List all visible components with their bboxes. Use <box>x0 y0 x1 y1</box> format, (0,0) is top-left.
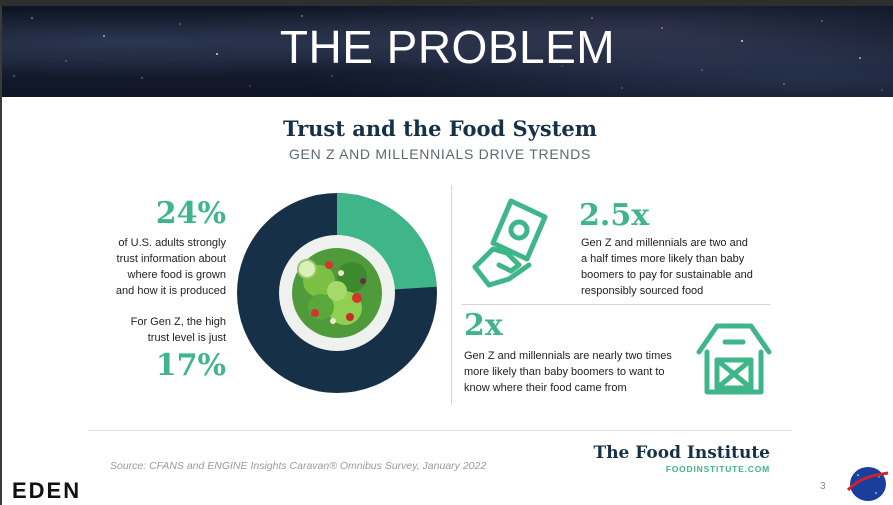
donut-highlight-segment <box>336 193 437 291</box>
salad-bowl-image <box>292 248 382 338</box>
window-left-edge <box>0 6 2 505</box>
stat-17-percent: 17% <box>155 348 226 383</box>
infographic-footer-rule <box>88 430 792 431</box>
stat-2-5x-description: Gen Z and millennials are two and a half… <box>581 235 781 299</box>
slide-title: THE PROBLEM <box>279 21 616 73</box>
stat-24-percent: 24% <box>155 196 226 231</box>
description-line: a half times more likely than baby <box>581 253 745 265</box>
trust-donut-chart <box>237 193 437 393</box>
description-line: trust information about <box>116 253 226 265</box>
source-citation: Source: CFANS and ENGINE Insights Carava… <box>110 460 487 472</box>
horizontal-divider <box>462 304 770 305</box>
eden-logo: EDEN <box>12 478 82 503</box>
food-institute-logo: The Food Institute <box>593 443 770 463</box>
vertical-divider <box>451 185 452 405</box>
title-banner: THE PROBLEM <box>2 6 893 97</box>
window-top-edge <box>0 0 893 6</box>
stat-2x-description: Gen Z and millennials are nearly two tim… <box>464 348 684 396</box>
description-line: responsibly sourced food <box>581 285 704 297</box>
nasa-logo-icon <box>846 467 889 501</box>
description-line: boomers to pay for sustainable and <box>581 269 753 281</box>
description-line: Gen Z and millennials are nearly two tim… <box>464 350 672 362</box>
description-line: where food is grown <box>127 269 226 281</box>
hand-money-icon <box>472 198 548 288</box>
stat-2x: 2x <box>464 308 503 343</box>
description-line: of U.S. adults strongly <box>118 237 226 249</box>
description-line: and how it is produced <box>115 285 226 297</box>
description-line: more likely than baby boomers to want to <box>464 366 665 378</box>
description-line: For Gen Z, the high <box>130 316 226 328</box>
infographic: Trust and the Food System GEN Z AND MILL… <box>88 100 792 485</box>
description-line: know where their food came from <box>464 382 627 394</box>
description-line: Gen Z and millennials are two and <box>581 237 748 249</box>
food-institute-url: FOODINSTITUTE.COM <box>665 464 770 474</box>
page-number: 3 <box>820 481 826 492</box>
infographic-title: Trust and the Food System <box>282 116 597 141</box>
stat-24-description: of U.S. adults strongly trust informatio… <box>88 235 226 299</box>
description-line: trust level is just <box>147 332 226 344</box>
gen-z-trust-description: For Gen Z, the high trust level is just <box>88 314 226 346</box>
barn-icon <box>696 323 772 395</box>
starfield-background <box>13 15 883 91</box>
infographic-subtitle: GEN Z AND MILLENNIALS DRIVE TRENDS <box>288 146 592 162</box>
stat-2-5x: 2.5x <box>579 198 650 233</box>
